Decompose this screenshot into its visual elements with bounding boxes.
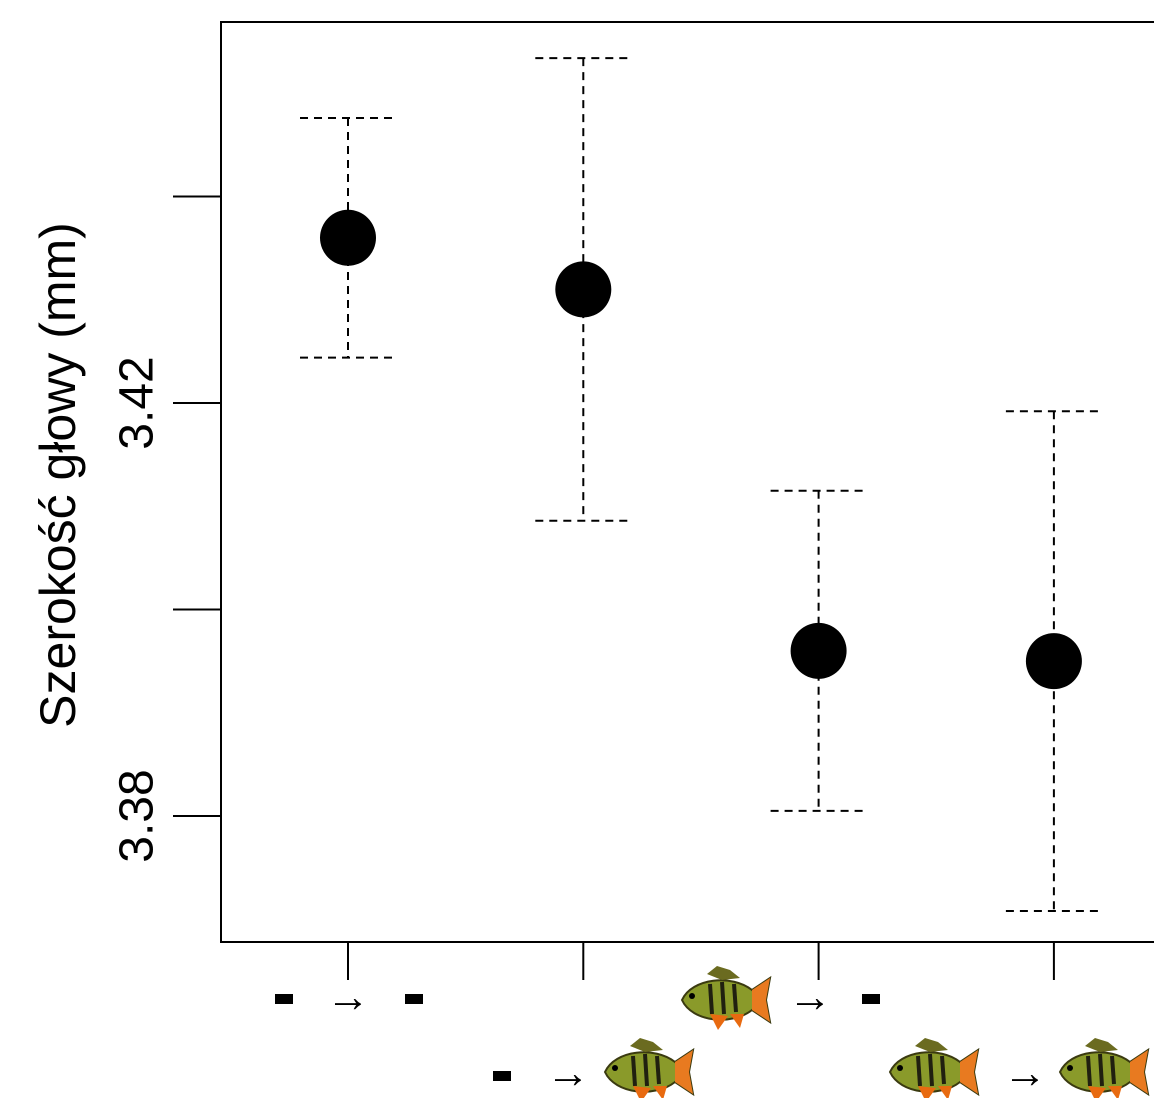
svg-text:→: →: [546, 1049, 590, 1098]
svg-text:→: →: [788, 973, 832, 1022]
y-axis-label: Szerokość głowy (mm): [30, 222, 86, 728]
y-tick-label: 3.42: [111, 356, 164, 449]
point: [555, 261, 611, 317]
point: [791, 623, 847, 679]
svg-text:→: →: [1003, 1049, 1047, 1098]
x-labels: → → → →: [275, 966, 1148, 1098]
point: [1026, 633, 1082, 689]
plot-frame: [221, 22, 1154, 942]
chart: Szerokość głowy (mm) → → → → 3.38 3.42: [0, 0, 1154, 1098]
point: [320, 210, 376, 266]
y-tick-label: 3.38: [111, 769, 164, 862]
